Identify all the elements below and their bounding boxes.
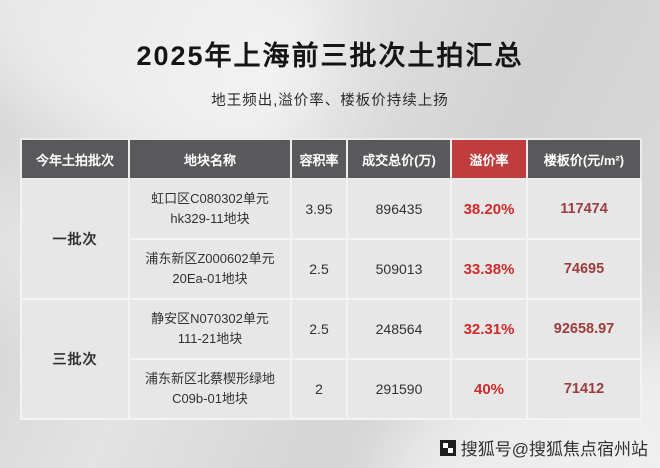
plot-name-line2: C09b-01地块 [172,391,248,406]
total-price-cell: 248564 [346,298,452,360]
watermark: 搜狐号@搜狐焦点宿州站 [439,435,648,460]
total-price-cell: 291590 [346,358,452,420]
plot-name-line1: 浦东新区Z000602单元 [145,250,275,266]
plot-name-line1: 浦东新区北蔡楔形绿地 [144,370,275,386]
total-price-cell: 509013 [346,238,452,300]
far-cell: 2 [290,358,348,420]
floor-price-cell: 71412 [526,358,642,420]
col-header-plot-name: 地块名称 [128,138,292,180]
watermark-text: 搜狐号@搜狐焦点宿州站 [460,440,648,459]
land-auction-table: 今年土拍批次 地块名称 容积率 成交总价(万) 溢价率 楼板价(元/m²) 一批… [20,138,642,420]
premium-rate-cell: 32.31% [450,298,528,360]
plot-name-line1: 虹口区C080302单元 [151,190,269,206]
plot-name-cell: 静安区N070302单元 111-21地块 [128,298,292,360]
premium-rate-cell: 33.38% [450,238,528,300]
col-header-total-price: 成交总价(万) [346,138,452,180]
plot-name-cell: 虹口区C080302单元 hk329-11地块 [128,178,292,240]
far-cell: 2.5 [290,298,348,360]
plot-name-line1: 静安区N070302单元 [151,310,269,326]
land-auction-table-wrap: 今年土拍批次 地块名称 容积率 成交总价(万) 溢价率 楼板价(元/m²) 一批… [20,138,642,420]
page-subtitle: 地王频出,溢价率、楼板价持续上扬 [211,93,449,109]
floor-price-cell: 92658.97 [526,298,642,360]
batch-cell: 三批次 [20,298,130,420]
table-row: 浦东新区Z000602单元 20Ea-01地块 2.5 509013 33.38… [21,238,642,300]
floor-price-cell: 117474 [526,178,642,240]
batch-cell: 一批次 [20,178,130,300]
premium-rate-cell: 40% [450,358,528,420]
table-row: 三批次 静安区N070302单元 111-21地块 2.5 248564 32.… [20,298,642,420]
plot-name-line2: 20Ea-01地块 [172,271,248,286]
table-row: 一批次 虹口区C080302单元 hk329-11地块 3.95 896435 … [20,178,642,300]
sohu-logo-icon [439,439,456,456]
plot-name-cell: 浦东新区Z000602单元 20Ea-01地块 [128,238,292,300]
plot-name-cell: 浦东新区北蔡楔形绿地 C09b-01地块 [128,358,292,420]
far-cell: 3.95 [290,178,348,240]
col-header-premium-rate: 溢价率 [450,138,528,180]
table-header-row: 今年土拍批次 地块名称 容积率 成交总价(万) 溢价率 楼板价(元/m²) [20,138,642,180]
page-title: 2025年上海前三批次土拍汇总 [136,41,524,71]
total-price-cell: 896435 [346,178,452,240]
plot-name-line2: hk329-11地块 [170,211,250,226]
far-cell: 2.5 [290,238,348,300]
col-header-batch: 今年土拍批次 [20,138,130,180]
col-header-far: 容积率 [290,138,348,180]
plot-name-line2: 111-21地块 [177,331,243,346]
table-row: 浦东新区北蔡楔形绿地 C09b-01地块 2 291590 40% 71412 [21,358,642,420]
col-header-floor-price: 楼板价(元/m²) [526,138,642,180]
premium-rate-cell: 38.20% [450,178,528,240]
floor-price-cell: 74695 [526,238,642,300]
